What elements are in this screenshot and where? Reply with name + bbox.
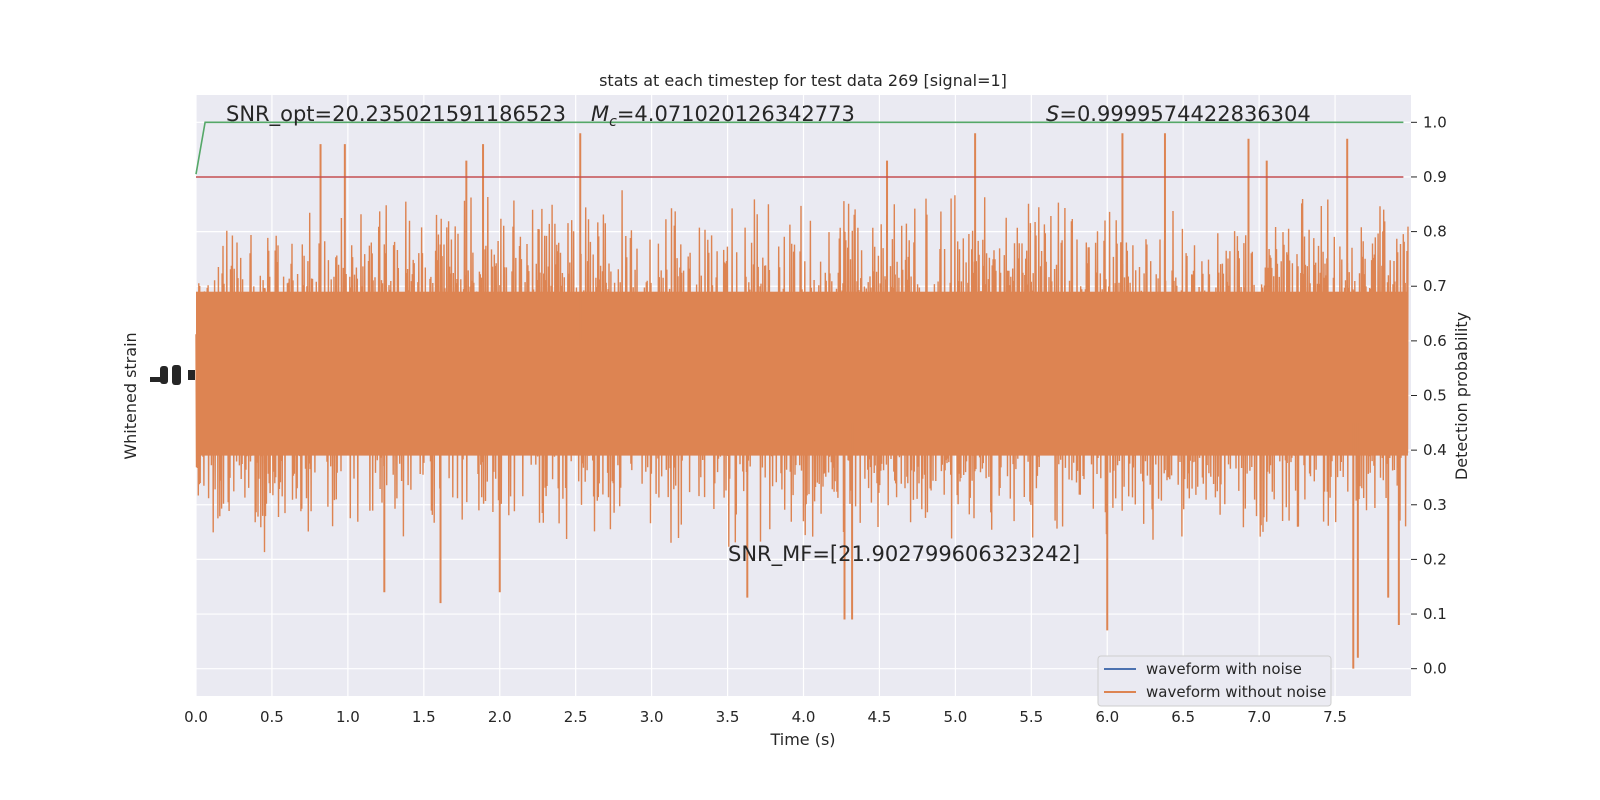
x-tick-label: 7.0 <box>1247 708 1271 726</box>
y-tick-label: 0.4 <box>1423 441 1447 459</box>
x-tick-label: 0.5 <box>260 708 284 726</box>
y-axis-left-label: Whitened strain <box>121 332 140 459</box>
y-tick-label: 1.0 <box>1423 113 1447 131</box>
chirp-mass-annotation: Mc=4.071020126342773 <box>591 102 855 130</box>
x-axis-label: Time (s) <box>769 730 835 749</box>
probability-series <box>195 121 1404 178</box>
x-tick-label: 5.0 <box>943 708 967 726</box>
y-tick-label: 0.5 <box>1423 387 1447 405</box>
x-tick-label: 1.5 <box>412 708 436 726</box>
x-tick-label: 0.0 <box>184 708 208 726</box>
left-axis-tick-cluster <box>150 365 195 385</box>
y-tick-label: 0.9 <box>1423 168 1447 186</box>
y-tick-label: 0.0 <box>1423 660 1447 678</box>
legend-label-without-noise: waveform without noise <box>1146 683 1326 701</box>
x-tick-label: 3.5 <box>716 708 740 726</box>
snr-opt-annotation: SNR_opt=20.235021591186523 <box>226 102 566 127</box>
legend-label-with-noise: waveform with noise <box>1146 660 1302 678</box>
detection-probability-line <box>195 121 1404 175</box>
legend-box <box>1097 655 1332 707</box>
y-axis-right-label: Detection probability <box>1452 312 1471 480</box>
y-tick-label: 0.8 <box>1423 223 1447 241</box>
x-tick-label: 6.5 <box>1171 708 1195 726</box>
x-tick-label: 4.0 <box>792 708 816 726</box>
chart-title: stats at each timestep for test data 269… <box>599 71 1007 90</box>
y-tick-label: 0.6 <box>1423 332 1447 350</box>
y-tick-label: 0.2 <box>1423 550 1447 568</box>
s-annotation: S=0.9999574422836304 <box>1046 102 1311 126</box>
x-tick-label: 3.0 <box>640 708 664 726</box>
x-tick-label: 2.0 <box>488 708 512 726</box>
y-tick-label: 0.7 <box>1423 277 1447 295</box>
x-tick-label: 7.5 <box>1323 708 1347 726</box>
x-axis-ticks: 0.0 0.5 1.0 1.5 2.0 2.5 3.0 3.5 4.0 4.5 5.0 5.5 6.0 6… <box>184 708 1347 726</box>
waveform-without-noise-series <box>195 133 1409 669</box>
x-tick-label: 5.5 <box>1019 708 1043 726</box>
snr-mf-annotation: SNR_MF=[21.902799606323242] <box>728 542 1080 567</box>
x-tick-label: 6.0 <box>1095 708 1119 726</box>
x-tick-label: 4.5 <box>868 708 892 726</box>
y-tick-label: 0.3 <box>1423 496 1447 514</box>
annotations: SNR_opt=20.235021591186523 Mc=4.07102012… <box>226 102 1311 567</box>
x-tick-label: 1.0 <box>336 708 360 726</box>
x-tick-label: 2.5 <box>564 708 588 726</box>
y-tick-label: 0.1 <box>1423 605 1447 623</box>
legend: waveform with noise waveform without noi… <box>1097 655 1332 707</box>
y-right-axis-ticks: 0.0 0.1 0.2 0.3 0.4 0.5 0.6 0.7 0.8 0.9 1.0 <box>1411 113 1447 678</box>
strain-core-band <box>196 291 1408 456</box>
